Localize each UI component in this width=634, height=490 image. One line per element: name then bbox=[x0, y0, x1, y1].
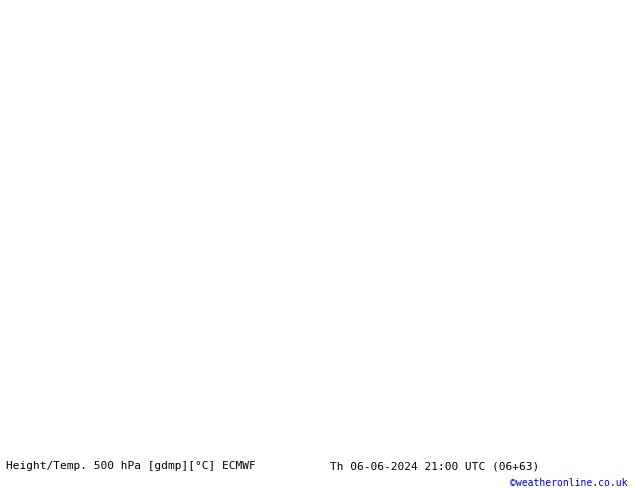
Text: Th 06-06-2024 21:00 UTC (06+63): Th 06-06-2024 21:00 UTC (06+63) bbox=[330, 461, 539, 471]
Text: Height/Temp. 500 hPa [gdmp][°C] ECMWF: Height/Temp. 500 hPa [gdmp][°C] ECMWF bbox=[6, 461, 256, 471]
Text: ©weatheronline.co.uk: ©weatheronline.co.uk bbox=[510, 478, 628, 488]
